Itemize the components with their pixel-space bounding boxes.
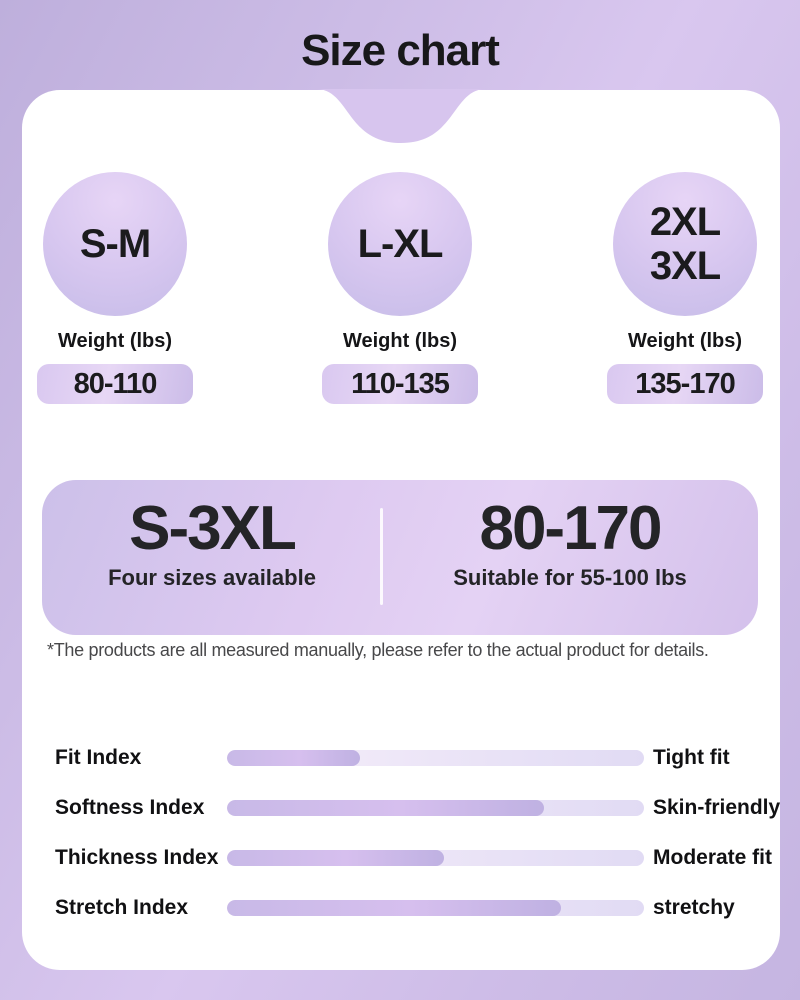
- index-table: Fit Index Tight fit Softness Index Skin-…: [55, 733, 780, 933]
- size-circle-label: L-XL: [357, 222, 444, 266]
- index-bar-fill: [227, 850, 444, 866]
- weight-range-pill: 110-135: [322, 364, 478, 404]
- index-row-fit: Fit Index Tight fit: [55, 733, 780, 783]
- size-circle-label-line1: 2XL: [649, 200, 721, 244]
- index-bar-track: [227, 850, 644, 866]
- weight-range-pill: 80-110: [37, 364, 193, 404]
- index-label: Softness Index: [55, 796, 205, 819]
- top-notch-decoration: [316, 89, 486, 143]
- index-bar-track: [227, 900, 644, 916]
- index-descriptor: Skin-friendly: [653, 796, 781, 819]
- size-circle: L-XL: [328, 172, 472, 316]
- index-label: Fit Index: [55, 746, 142, 769]
- weight-range-pill: 135-170: [607, 364, 763, 404]
- index-descriptor: Tight fit: [653, 746, 730, 769]
- size-column-l-xl: L-XL Weight (lbs) 110-135: [320, 172, 480, 404]
- index-bar-track: [227, 800, 644, 816]
- summary-sizes: S-3XL Four sizes available: [42, 480, 382, 635]
- index-descriptor: stretchy: [653, 896, 735, 919]
- banner-divider: [380, 508, 383, 605]
- weight-label: Weight (lbs): [57, 330, 173, 352]
- summary-banner: S-3XL Four sizes available 80-170 Suitab…: [42, 480, 758, 635]
- index-bar-fill: [227, 800, 544, 816]
- index-bar-track: [227, 750, 644, 766]
- size-range-caption: Four sizes available: [108, 565, 316, 591]
- size-circle-label-line2: 3XL: [649, 244, 721, 288]
- index-label: Thickness Index: [55, 846, 219, 869]
- weight-label: Weight (lbs): [342, 330, 458, 352]
- size-circle: 2XL 3XL: [613, 172, 757, 316]
- index-bar-fill: [227, 750, 361, 766]
- weight-label: Weight (lbs): [627, 330, 743, 352]
- weight-range-value: 80-170: [479, 494, 662, 563]
- index-row-thickness: Thickness Index Moderate fit: [55, 833, 780, 883]
- weight-range-caption: Suitable for 55-100 lbs: [453, 565, 687, 591]
- size-circle: S-M: [43, 172, 187, 316]
- index-row-stretch: Stretch Index stretchy: [55, 883, 780, 933]
- size-column-s-m: S-M Weight (lbs) 80-110: [35, 172, 195, 404]
- summary-weights: 80-170 Suitable for 55-100 lbs: [382, 480, 758, 635]
- page-title: Size chart: [301, 26, 500, 75]
- content-card: S-M Weight (lbs) 80-110 L-XL Weight (lbs…: [22, 89, 780, 970]
- index-bar-fill: [227, 900, 561, 916]
- index-row-softness: Softness Index Skin-friendly: [55, 783, 780, 833]
- size-range-value: S-3XL: [129, 494, 297, 563]
- index-label: Stretch Index: [55, 896, 189, 919]
- size-circle-label: S-M: [79, 222, 151, 266]
- size-column-2xl-3xl: 2XL 3XL Weight (lbs) 135-170: [605, 172, 765, 404]
- measurement-note: *The products are all measured manually,…: [47, 640, 709, 660]
- index-descriptor: Moderate fit: [653, 846, 773, 869]
